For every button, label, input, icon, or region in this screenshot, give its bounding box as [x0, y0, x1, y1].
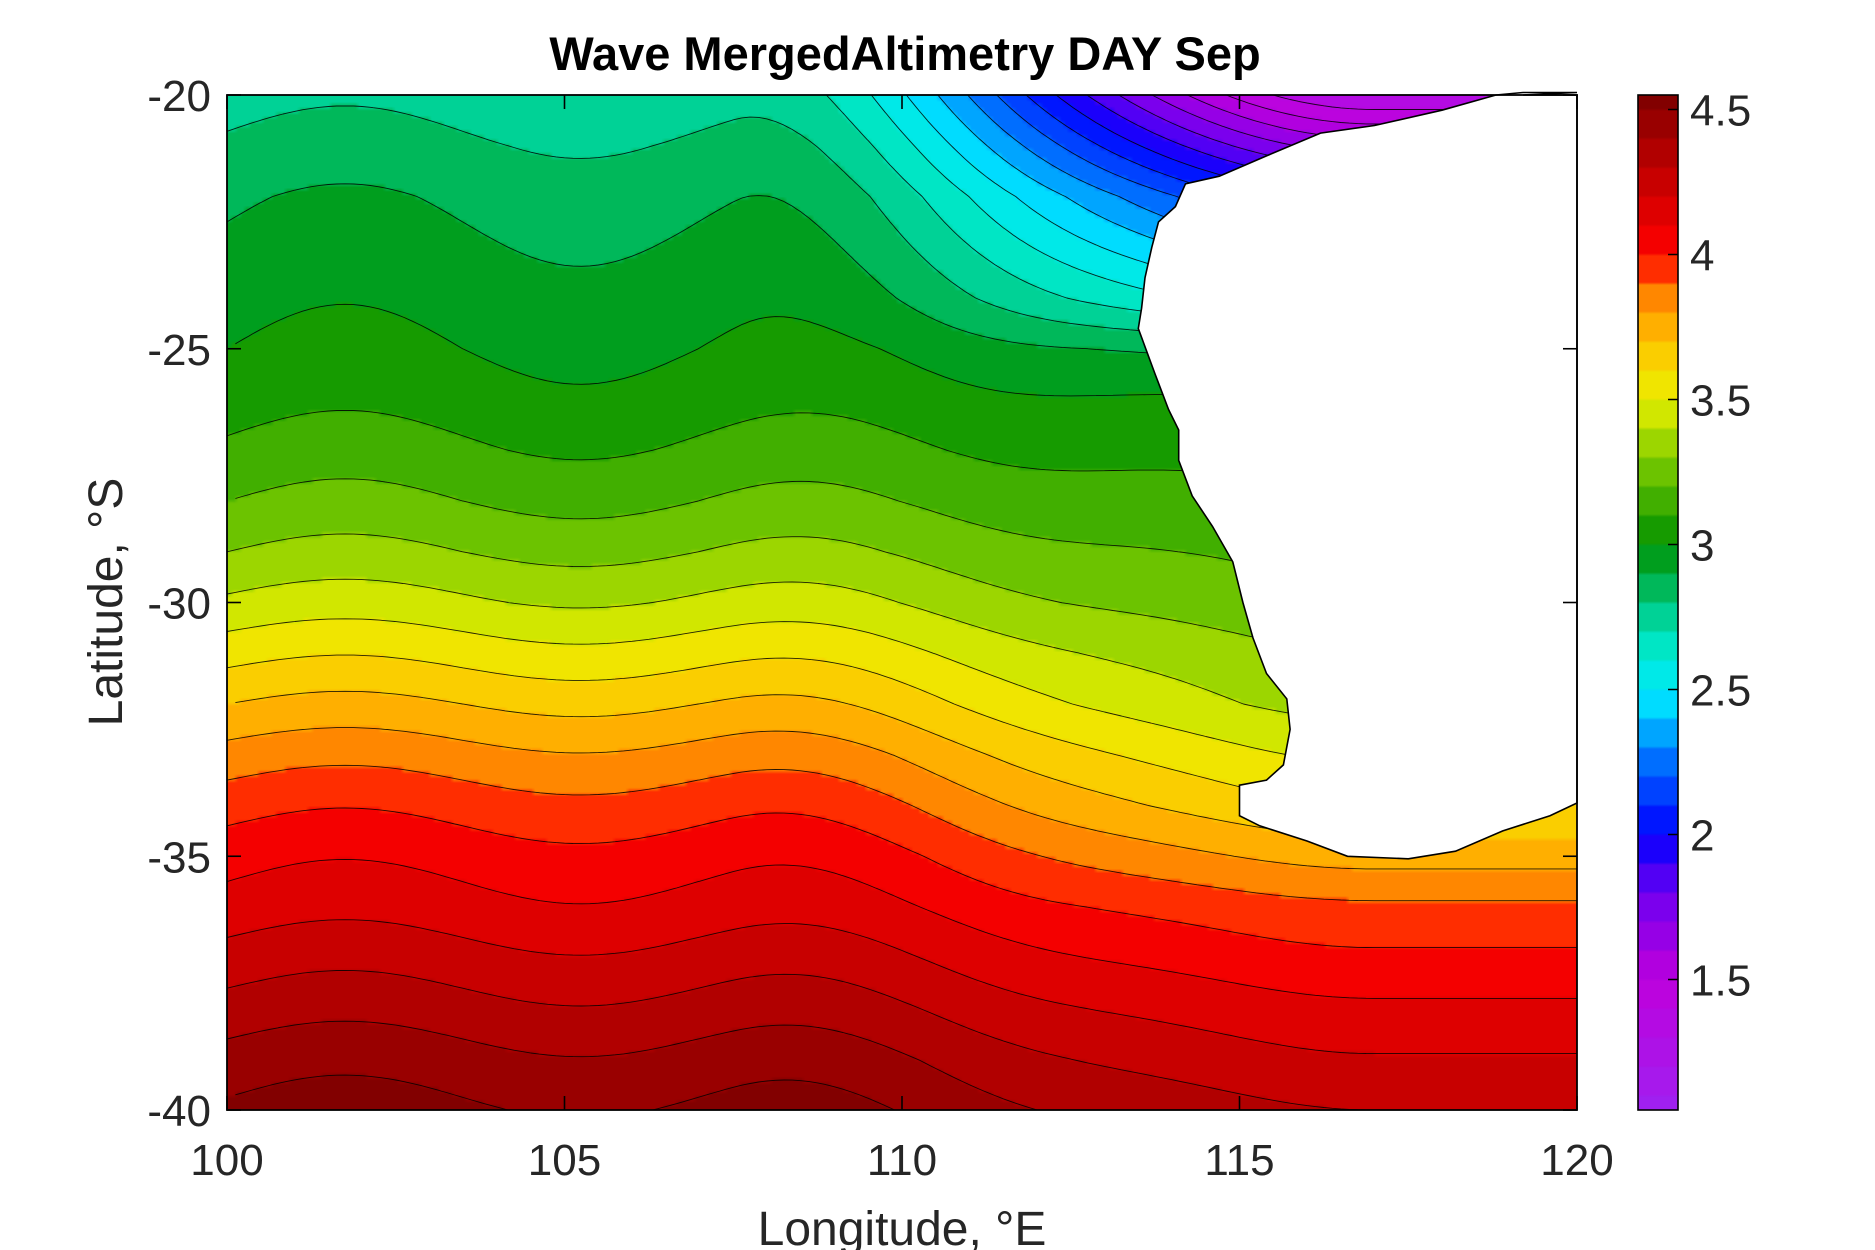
- colorbar-ticks: 1.5 2 2.5 3 3.5 4 4.5: [1668, 87, 1751, 1006]
- chart-title: Wave MergedAltimetry DAY Sep: [549, 27, 1260, 80]
- contour-line: [227, 919, 1577, 1055]
- y-tick-label: -30: [147, 580, 211, 629]
- contour-line: [227, 764, 1577, 902]
- colorbar-tick-label: 3.5: [1690, 377, 1751, 426]
- x-tick-label: 100: [190, 1136, 263, 1185]
- x-tick-label: 120: [1540, 1136, 1613, 1185]
- x-tick-label: 110: [867, 1136, 937, 1185]
- y-tick-label: -35: [147, 833, 211, 882]
- colorbar-gradient: [1638, 95, 1678, 1110]
- x-tick-label: 105: [528, 1136, 601, 1185]
- colorbar-tick-label: 4: [1690, 232, 1714, 281]
- contour-line: [227, 1020, 1038, 1110]
- colorbar-tick-label: 2: [1690, 812, 1714, 861]
- colorbar-tick-label: 3: [1690, 522, 1714, 571]
- plot-area: [226, 91, 1578, 1111]
- colorbar-tick-label: 2.5: [1690, 667, 1751, 716]
- contour-line: [227, 807, 1577, 949]
- colorbar-tick-label: 1.5: [1690, 957, 1751, 1006]
- colorbar-tick-label: 4.5: [1690, 87, 1751, 136]
- y-tick-label: -25: [147, 326, 211, 375]
- y-axis-label: Latitude, °S: [80, 478, 133, 727]
- contour-line: [227, 969, 1367, 1110]
- x-axis-label: Longitude, °E: [758, 1203, 1047, 1250]
- contour-line: [227, 858, 1577, 999]
- x-axis: 100 105 110 115 120: [190, 95, 1614, 1185]
- contour-line: [227, 654, 1367, 806]
- contour-line: [235, 690, 1367, 838]
- y-tick-label: -40: [147, 1087, 211, 1136]
- y-tick-label: -20: [147, 72, 211, 121]
- colorbar: 1.5 2 2.5 3 3.5 4 4.5: [1637, 87, 1751, 1111]
- x-tick-label: 115: [1204, 1136, 1274, 1185]
- y-axis: -20 -25 -30 -35 -40: [147, 72, 1577, 1136]
- contour-line: [235, 1074, 895, 1110]
- colorbar-frame: [1637, 94, 1679, 1111]
- australia-land-mask: [1137, 91, 1578, 860]
- contour-line: [227, 727, 1577, 870]
